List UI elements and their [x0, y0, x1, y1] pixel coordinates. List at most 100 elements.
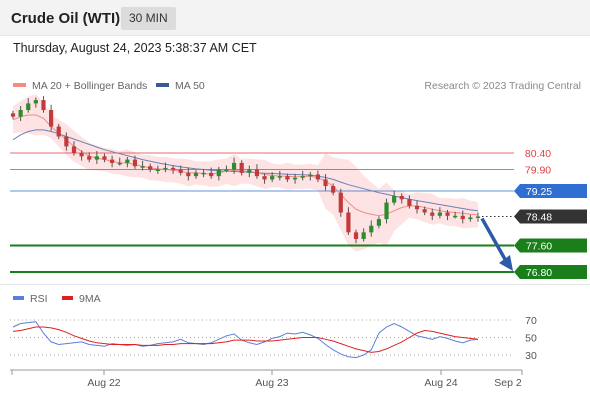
candle-body	[430, 212, 435, 216]
candle-body	[33, 100, 38, 104]
candle-body	[41, 100, 46, 111]
candle-body	[445, 212, 450, 216]
candle-body	[384, 202, 389, 220]
level-tag-label-2: 79.25	[526, 186, 552, 198]
candle-body	[460, 215, 465, 220]
candle-body	[64, 136, 69, 147]
candle-body	[361, 232, 366, 239]
candle-body	[247, 169, 252, 173]
candle-body	[117, 162, 122, 165]
candle-body	[170, 167, 176, 170]
candle-body	[475, 216, 481, 218]
legend-9ma: 9MA	[62, 293, 101, 305]
candle-body	[110, 159, 115, 163]
rsi-tick-0: 70	[525, 315, 537, 327]
rsi-swatch	[13, 296, 24, 301]
pane-separator	[0, 284, 590, 285]
ma50-swatch	[156, 83, 169, 88]
candle-body	[315, 174, 321, 180]
candle-body	[277, 176, 282, 178]
candle-body	[239, 162, 244, 173]
candle-body	[254, 169, 260, 177]
level-tag-3	[514, 209, 587, 224]
header-bar: Crude Oil (WTI) 30 MIN	[0, 0, 590, 36]
candle-body	[323, 179, 328, 187]
x-label-0: Aug 22	[87, 377, 120, 389]
level-tag-label-5: 76.80	[526, 267, 552, 279]
candle-body	[224, 169, 229, 172]
x-label-3: Sep 2	[494, 377, 522, 389]
candle-body	[163, 167, 168, 170]
forecast-arrow-head	[499, 255, 513, 271]
rsi-tick-2: 30	[525, 350, 537, 362]
candle-body	[10, 113, 16, 117]
forecast-arrow-shaft	[480, 217, 508, 262]
candle-body	[186, 172, 191, 177]
candle-body	[201, 172, 206, 175]
candle-body	[338, 192, 343, 213]
legend-ma20: MA 20 + Bollinger Bands	[13, 80, 147, 92]
level-label-0: 80.40	[525, 148, 551, 160]
legend-ma20-label: MA 20 + Bollinger Bands	[32, 80, 148, 92]
candle-body	[262, 176, 267, 180]
candle-body	[270, 176, 275, 180]
candle-body	[422, 209, 427, 213]
candle-body	[148, 166, 153, 170]
candle-body	[125, 159, 130, 163]
candle-body	[292, 177, 298, 180]
candle-body	[49, 110, 54, 127]
ma9-swatch	[62, 296, 73, 301]
candle-body	[414, 205, 420, 210]
candle-body	[376, 219, 381, 226]
candle-body	[285, 176, 290, 180]
level-label-1: 79.90	[525, 165, 551, 177]
candle-body	[140, 166, 145, 168]
interval-button[interactable]: 30 MIN	[121, 7, 176, 30]
candle-body	[300, 176, 305, 178]
candle-body	[353, 232, 359, 239]
candle-body	[87, 156, 92, 160]
level-tag-5	[514, 265, 587, 279]
candle-body	[453, 215, 458, 218]
legend-9ma-label: 9MA	[79, 293, 101, 305]
candle-body	[231, 162, 237, 170]
level-tag-label-4: 77.60	[526, 241, 552, 253]
candle-body	[94, 156, 99, 160]
candle-body	[56, 126, 61, 137]
candle-body	[399, 195, 404, 200]
candle-body	[132, 159, 138, 167]
ma20-swatch	[13, 83, 26, 88]
candle-body	[209, 172, 214, 177]
legend-ma50-label: MA 50	[175, 80, 205, 92]
level-tag-4	[514, 238, 587, 253]
candle-body	[216, 169, 221, 177]
candle-body	[308, 174, 313, 177]
research-credit: Research © 2023 Trading Central	[424, 80, 581, 92]
candle-body	[178, 169, 183, 173]
instrument-title: Crude Oil (WTI)	[11, 10, 121, 27]
x-label-2: Aug 24	[424, 377, 457, 389]
candle-body	[193, 172, 199, 177]
legend-rsi: RSI	[13, 293, 48, 305]
timestamp: Thursday, August 24, 2023 5:38:37 AM CET	[13, 41, 257, 55]
candle-body	[26, 103, 31, 111]
candle-body	[155, 169, 160, 172]
rsi-tick-1: 50	[525, 333, 537, 345]
rsi-ma9-line	[12, 326, 479, 353]
candle-body	[79, 153, 84, 157]
level-tag-2	[514, 184, 587, 199]
level-tag-label-3: 78.48	[526, 211, 552, 223]
rsi-line	[12, 321, 479, 359]
legend-rsi-label: RSI	[30, 293, 48, 305]
candle-body	[71, 146, 77, 153]
candle-body	[437, 212, 442, 216]
candle-body	[346, 212, 351, 233]
candle-body	[331, 186, 336, 193]
legend-ma50: MA 50	[156, 80, 205, 92]
candle-body	[18, 110, 23, 117]
candle-body	[102, 156, 107, 160]
bollinger-band	[13, 94, 478, 252]
candle-body	[369, 225, 374, 233]
candle-body	[407, 199, 412, 206]
